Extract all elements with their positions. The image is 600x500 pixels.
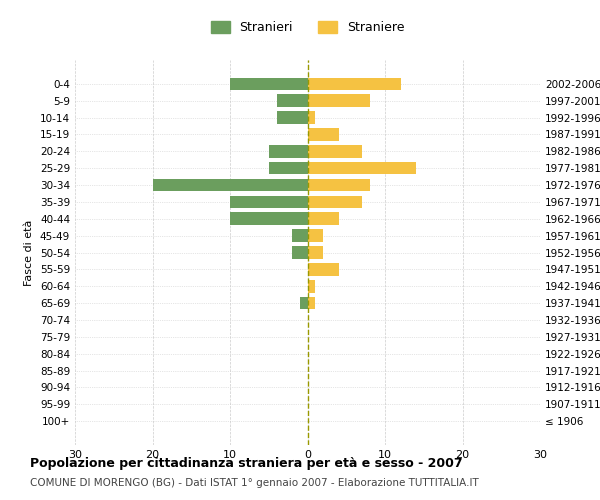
Bar [308, 128, 338, 141]
Bar [308, 263, 338, 276]
Bar [230, 212, 308, 225]
Bar [308, 162, 416, 174]
Bar [308, 297, 315, 310]
Bar [269, 145, 308, 158]
Bar [308, 212, 338, 225]
Bar [230, 196, 308, 208]
Legend: Stranieri, Straniere: Stranieri, Straniere [206, 16, 409, 39]
Bar [308, 246, 323, 259]
Bar [277, 111, 308, 124]
Bar [308, 111, 315, 124]
Bar [308, 280, 315, 292]
Bar [277, 94, 308, 107]
Bar [292, 246, 308, 259]
Bar [230, 78, 308, 90]
Bar [269, 162, 308, 174]
Text: Popolazione per cittadinanza straniera per età e sesso - 2007: Popolazione per cittadinanza straniera p… [30, 458, 463, 470]
Text: COMUNE DI MORENGO (BG) - Dati ISTAT 1° gennaio 2007 - Elaborazione TUTTITALIA.IT: COMUNE DI MORENGO (BG) - Dati ISTAT 1° g… [30, 478, 479, 488]
Bar [308, 94, 370, 107]
Bar [308, 145, 362, 158]
Bar [152, 178, 308, 192]
Bar [300, 297, 308, 310]
Bar [308, 78, 401, 90]
Y-axis label: Fasce di età: Fasce di età [25, 220, 34, 286]
Bar [308, 196, 362, 208]
Bar [308, 178, 370, 192]
Bar [308, 230, 323, 242]
Bar [292, 230, 308, 242]
